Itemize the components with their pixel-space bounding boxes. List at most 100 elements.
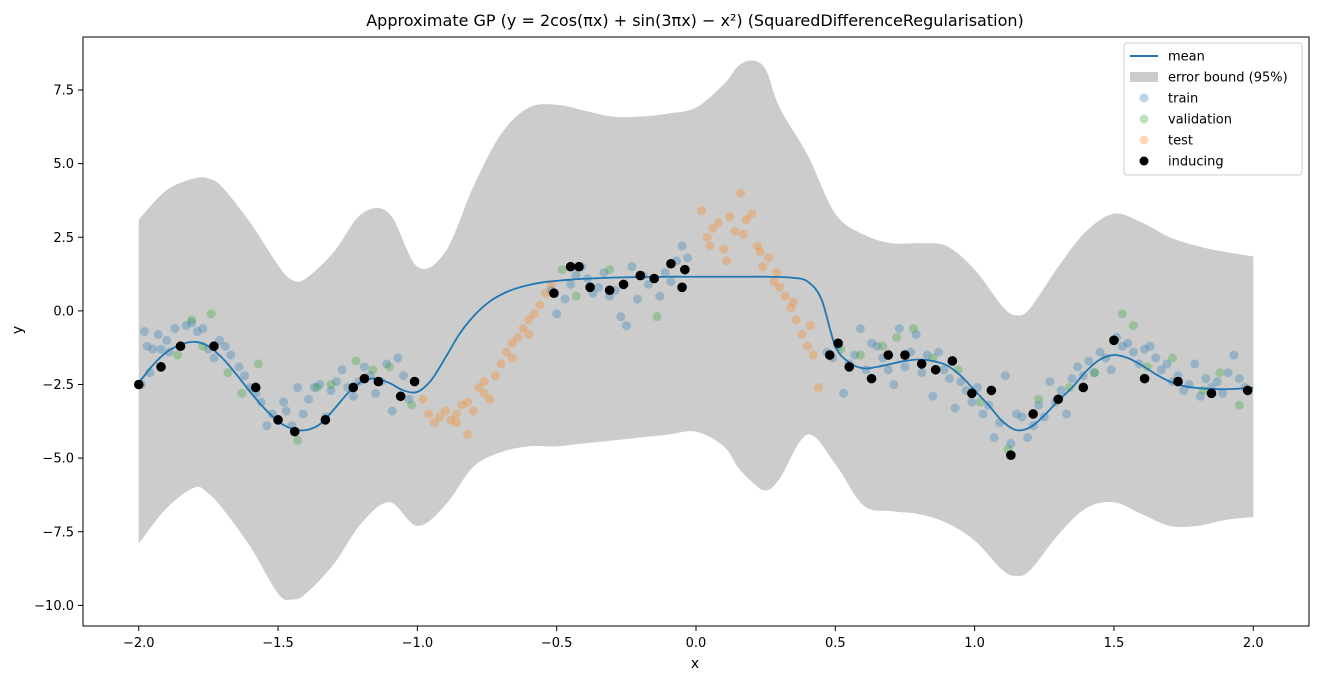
- inducing-point: [967, 388, 977, 399]
- test-point: [722, 256, 732, 266]
- inducing-point: [133, 379, 144, 390]
- y-tick-label: −7.5: [42, 525, 74, 540]
- test-point: [535, 300, 545, 310]
- test-point: [772, 268, 782, 278]
- validation-point: [1142, 362, 1152, 372]
- test-point: [518, 324, 528, 334]
- inducing-point: [649, 273, 659, 284]
- y-tick-label: 5.0: [53, 157, 74, 172]
- inducing-point: [618, 279, 629, 290]
- train-point: [911, 329, 921, 339]
- legend-swatch-marker: [1139, 135, 1149, 145]
- train-point: [666, 276, 676, 286]
- series-inducing: [133, 258, 1253, 460]
- train-point: [1106, 365, 1116, 375]
- train-point: [1218, 388, 1228, 398]
- legend-box: [1123, 42, 1303, 176]
- validation-point: [326, 380, 336, 390]
- test-point: [789, 297, 799, 307]
- train-point: [1067, 374, 1077, 384]
- test-point: [463, 430, 473, 440]
- series-train: [137, 241, 1250, 448]
- train-point: [1062, 409, 1072, 419]
- validation-point: [312, 382, 322, 392]
- inducing-point: [549, 288, 559, 299]
- series-test: [418, 188, 824, 440]
- train-point: [1223, 368, 1233, 378]
- y-tick-label: −5.0: [42, 452, 74, 467]
- train-point: [1229, 350, 1239, 360]
- y-tick-label: −2.5: [42, 378, 74, 393]
- test-point: [730, 226, 740, 236]
- test-point: [496, 359, 506, 369]
- train-point: [142, 341, 152, 351]
- inducing-point: [373, 376, 384, 387]
- train-point: [917, 368, 927, 378]
- test-point: [775, 282, 785, 292]
- validation-point: [173, 350, 183, 360]
- validation-point: [237, 388, 247, 398]
- validation-point: [892, 332, 902, 342]
- train-point: [627, 262, 637, 272]
- train-point: [1056, 385, 1066, 395]
- train-point: [593, 282, 603, 292]
- validation-point: [1089, 368, 1099, 378]
- x-tick-label: 1.5: [1104, 636, 1125, 651]
- legend-label: test: [1168, 134, 1193, 149]
- test-point: [463, 397, 473, 407]
- x-tick-label: 0.0: [686, 636, 707, 651]
- train-point: [293, 382, 303, 392]
- train-point: [393, 353, 403, 363]
- inducing-point: [565, 261, 576, 272]
- train-point: [900, 362, 910, 372]
- inducing-point: [359, 373, 370, 384]
- train-point: [1073, 362, 1083, 372]
- train-point: [660, 268, 670, 278]
- train-point: [683, 253, 693, 263]
- train-point: [153, 329, 163, 339]
- validation-point: [351, 356, 361, 366]
- y-axis-label: y: [10, 326, 26, 334]
- train-point: [616, 312, 626, 322]
- train-point: [240, 371, 250, 381]
- test-point: [752, 241, 762, 251]
- test-point: [440, 406, 450, 416]
- train-point: [198, 324, 208, 334]
- train-point: [621, 321, 631, 331]
- test-point: [805, 321, 815, 331]
- train-point: [939, 365, 949, 375]
- inducing-point: [1109, 335, 1119, 346]
- x-axis-label: x: [691, 656, 699, 672]
- test-point: [738, 229, 748, 239]
- test-point: [479, 388, 489, 398]
- legend-label: train: [1168, 92, 1198, 107]
- train-point: [1128, 347, 1138, 357]
- train-point: [1117, 341, 1127, 351]
- test-point: [719, 244, 729, 254]
- train-point: [839, 388, 849, 398]
- inducing-point: [1206, 388, 1217, 399]
- train-point: [404, 394, 414, 404]
- train-point: [382, 359, 392, 369]
- legend-label: inducing: [1168, 155, 1224, 170]
- inducing-point: [574, 261, 584, 272]
- inducing-point: [916, 359, 927, 369]
- test-point: [524, 329, 534, 339]
- validation-point: [1117, 309, 1127, 319]
- train-point: [967, 397, 977, 407]
- x-tick-label: 2.0: [1243, 636, 1264, 651]
- chart-title: Approximate GP (y = 2cos(πx) + sin(3πx) …: [366, 11, 1024, 30]
- train-point: [1234, 374, 1244, 384]
- inducing-point: [930, 364, 941, 375]
- train-point: [281, 406, 291, 416]
- validation-point: [908, 324, 918, 334]
- validation-point: [223, 368, 233, 378]
- train-point: [1023, 433, 1033, 443]
- train-point: [889, 380, 899, 390]
- train-point: [950, 403, 960, 413]
- train-point: [989, 433, 999, 443]
- validation-point: [385, 362, 394, 372]
- legend-item-validation: validation: [1139, 113, 1232, 128]
- train-point: [644, 279, 654, 289]
- test-point: [763, 253, 773, 263]
